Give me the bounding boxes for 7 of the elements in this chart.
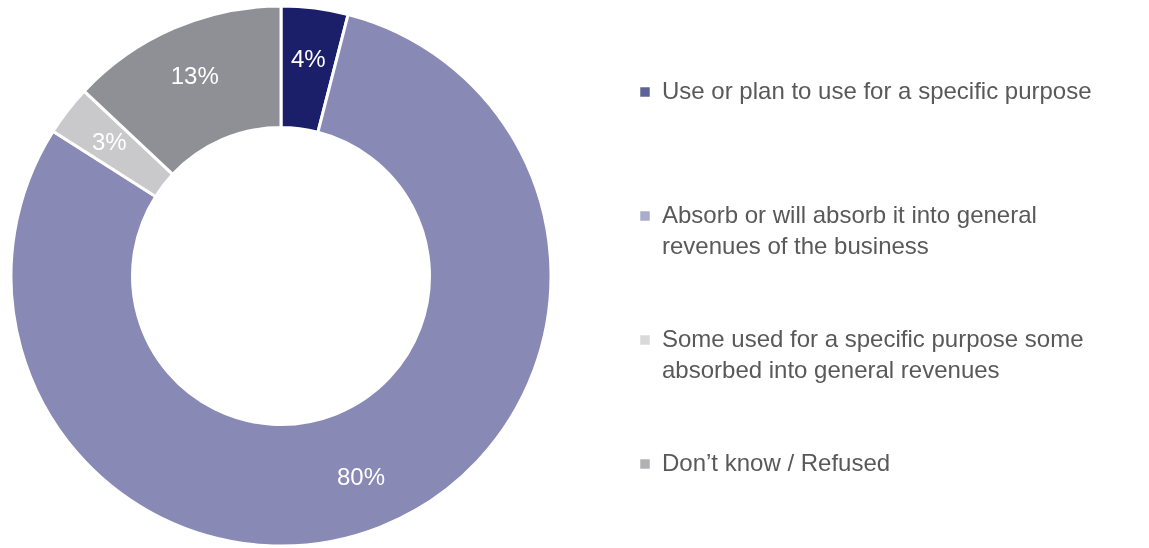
legend-label: Use or plan to use for a specific purpose [662, 77, 1092, 104]
data-label: 13% [170, 61, 219, 89]
legend-label: Absorb or will absorb it into general revenues of the business [662, 201, 1037, 259]
data-label: 80% [336, 462, 385, 490]
data-label: 4% [290, 45, 326, 73]
legend-label: Don’t know / Refused [662, 449, 891, 476]
legend-label: Some used for a specific purpose some absorbed into general revenues [662, 325, 1084, 383]
